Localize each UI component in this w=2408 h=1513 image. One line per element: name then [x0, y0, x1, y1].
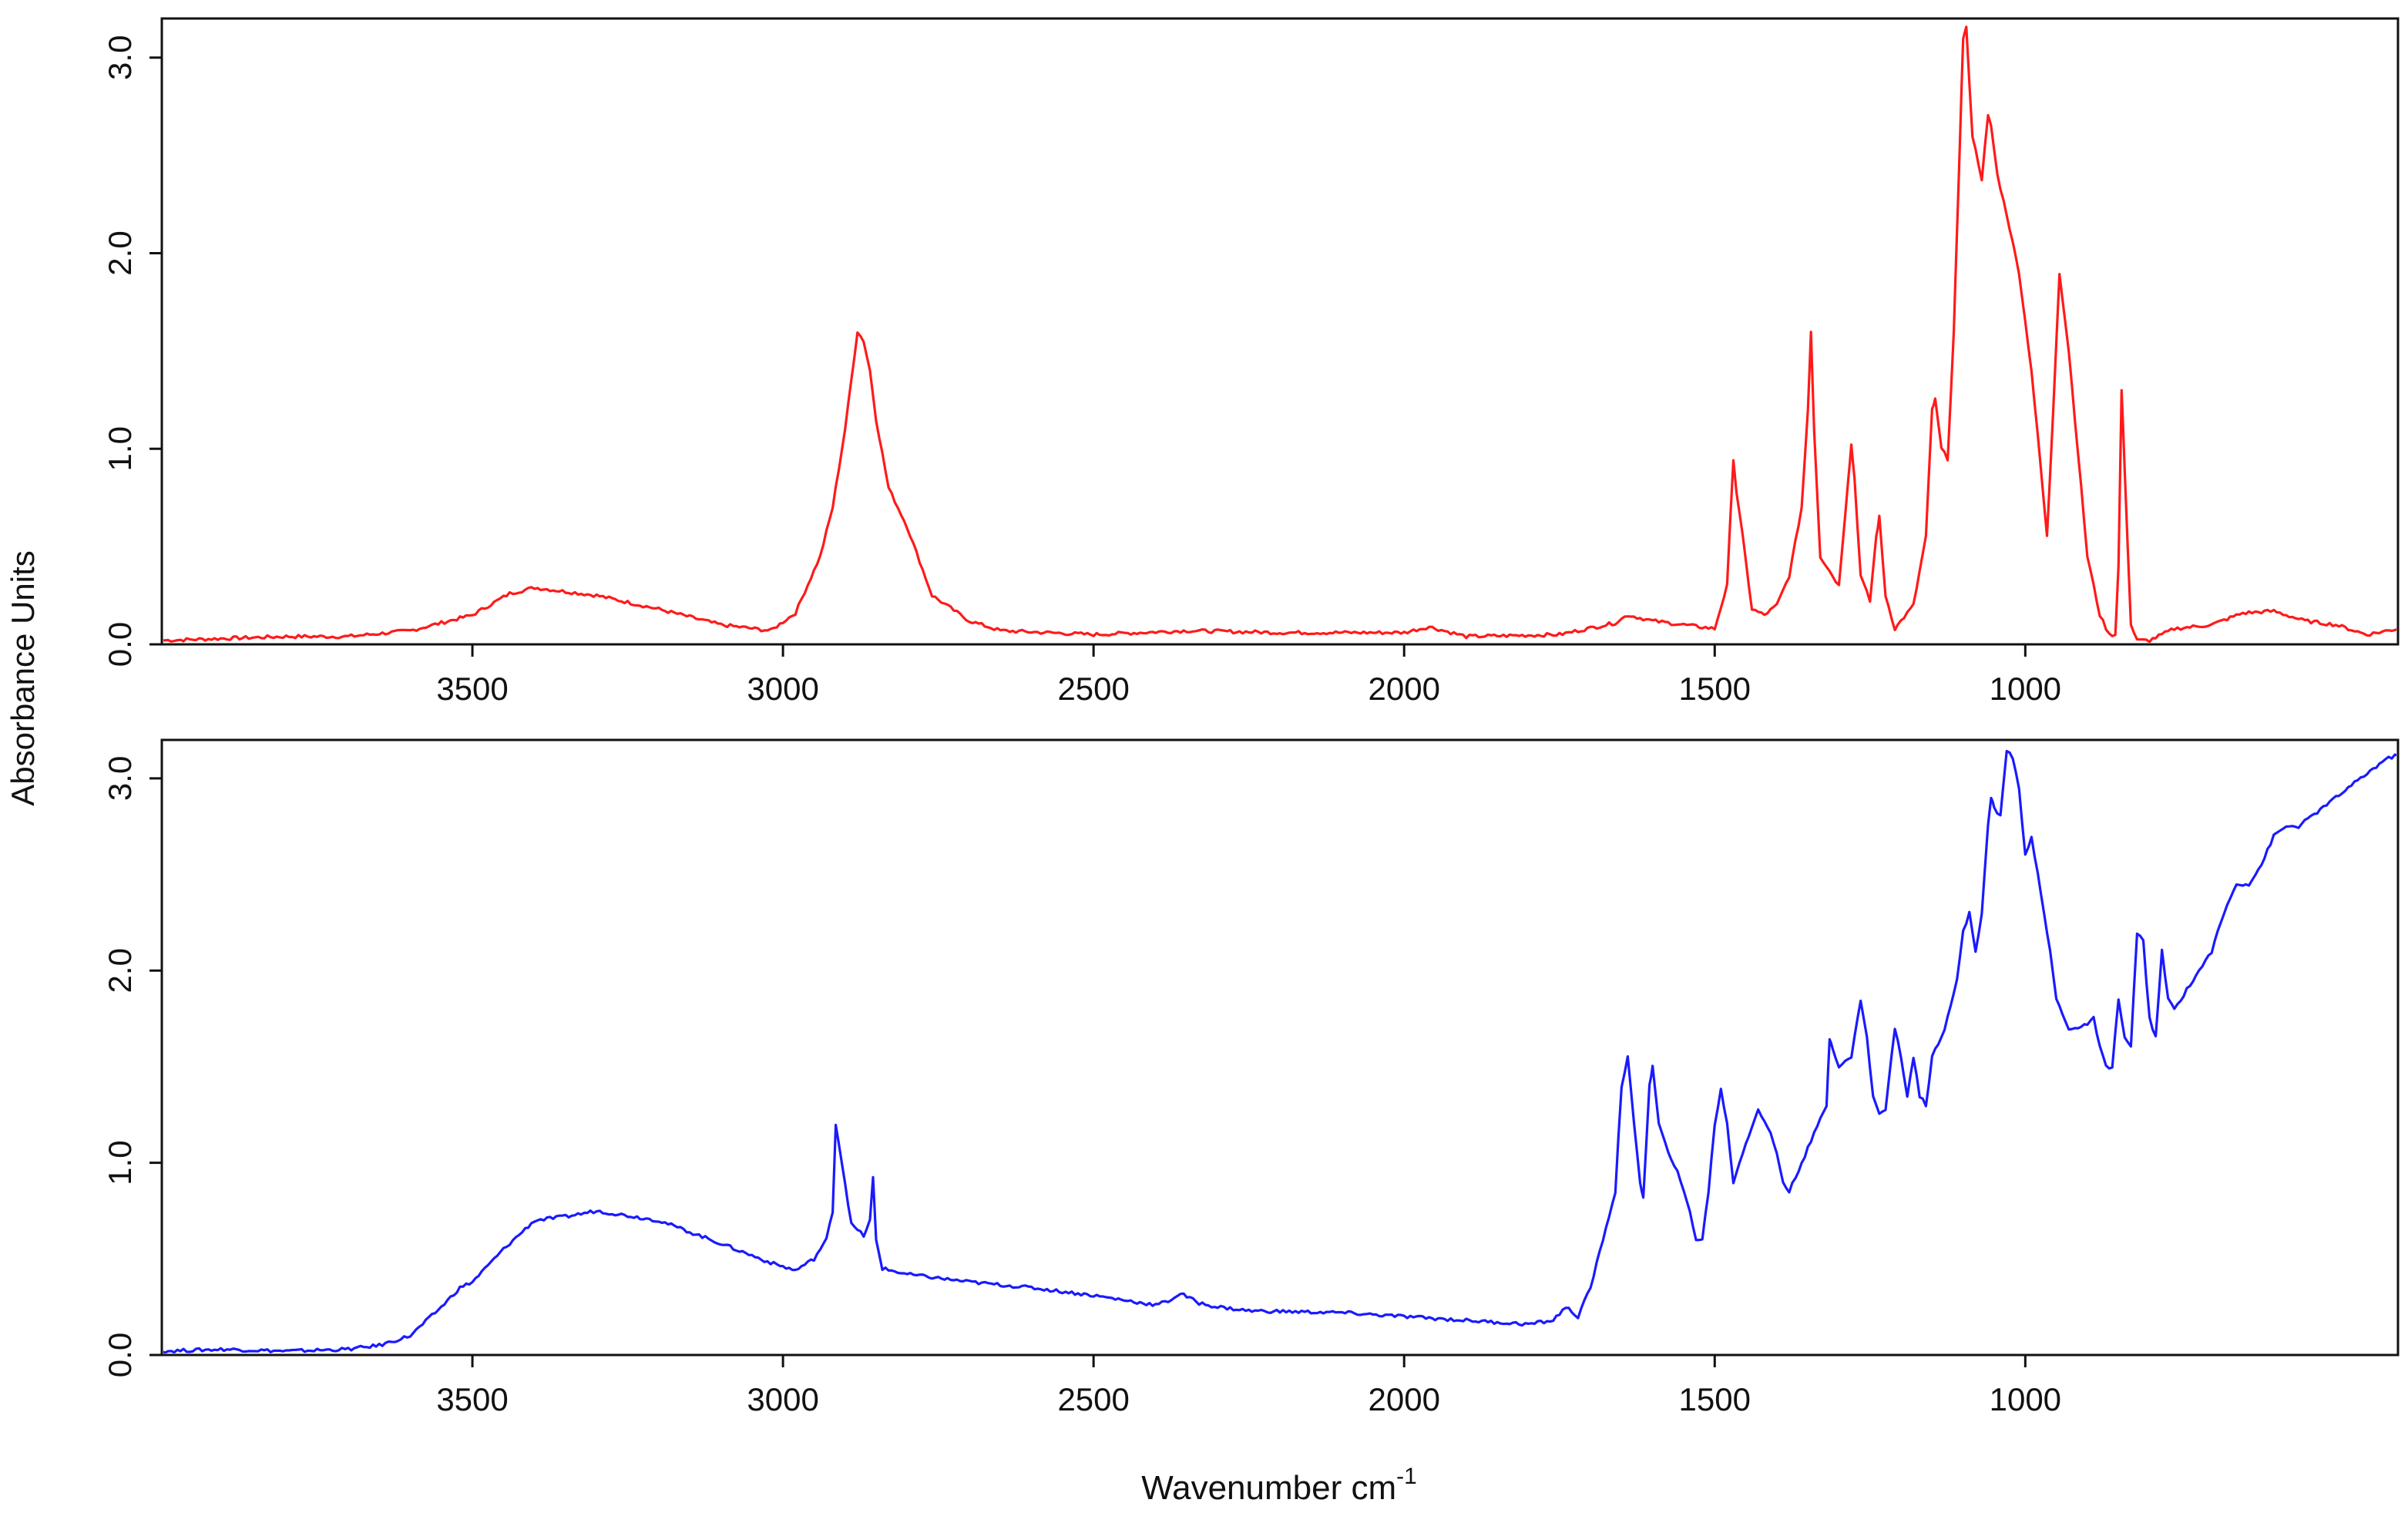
- x-axis-label-base: Wavenumber cm: [1141, 1469, 1396, 1507]
- x-tick-label: 1500: [1679, 671, 1751, 707]
- x-axis-label: Wavenumber cm-1: [1141, 1464, 1417, 1507]
- x-tick-label: 2000: [1369, 671, 1440, 707]
- plot-frame: [160, 17, 2400, 646]
- y-tick-label: 0.0: [102, 622, 138, 667]
- spectrum-line: [163, 749, 2396, 1353]
- x-tick-label: 2500: [1057, 671, 1129, 707]
- y-tick-label: 2.0: [102, 948, 138, 993]
- top-spectrum-panel: 3500 3000 2500 2000 1500 1000 0.0 1.0 2.0 3.0: [102, 17, 2400, 707]
- x-tick-label: 1000: [1990, 1381, 2061, 1417]
- x-tick-label: 3500: [436, 1381, 508, 1417]
- y-tick-label: 0.0: [102, 1333, 138, 1377]
- y-tick-label: 1.0: [102, 1140, 138, 1185]
- x-tick-label: 2000: [1369, 1381, 1440, 1417]
- x-tick-label: 3000: [747, 671, 818, 707]
- y-tick-label: 3.0: [102, 35, 138, 80]
- x-tick-label: 1500: [1679, 1381, 1751, 1417]
- x-tick-label: 1000: [1990, 671, 2061, 707]
- y-axis-label: Absorbance Units: [5, 550, 41, 806]
- y-tick-label: 1.0: [102, 426, 138, 471]
- x-tick-label: 3000: [747, 1381, 818, 1417]
- x-tick-label: 3500: [436, 671, 508, 707]
- plot-frame: [160, 738, 2400, 1357]
- x-axis-label-exponent: -1: [1396, 1464, 1417, 1489]
- spectrum-line: [163, 25, 2396, 643]
- x-tick-label: 2500: [1057, 1381, 1129, 1417]
- y-tick-label: 2.0: [102, 230, 138, 275]
- y-tick-label: 3.0: [102, 756, 138, 801]
- bottom-spectrum-panel: 3500 3000 2500 2000 1500 1000 0.0 1.0 2.0 3.0: [102, 738, 2400, 1417]
